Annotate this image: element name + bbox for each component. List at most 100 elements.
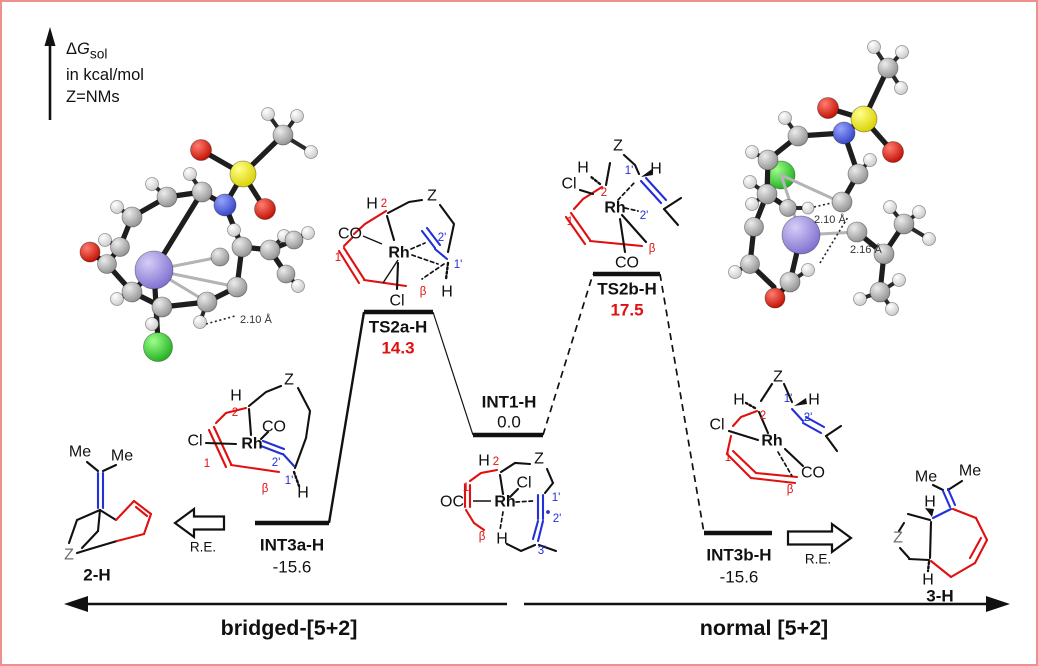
- h-label: H: [366, 196, 378, 213]
- rh-label: Rh: [761, 433, 782, 450]
- chlorine-atom: [143, 332, 173, 362]
- locant-1p: 1': [285, 475, 294, 487]
- structure-product-2H: Me Me Z 2-H: [64, 444, 153, 585]
- locant-beta: β: [787, 484, 794, 496]
- locant-2p: 2': [804, 412, 813, 424]
- locant-2p: 2': [640, 210, 649, 222]
- nitrogen-atom: [832, 121, 856, 145]
- locant-3p: 3': [538, 545, 547, 557]
- co-label: CO: [801, 465, 825, 482]
- int3b-name: INT3b-H: [706, 546, 771, 565]
- locant-1p: 1': [454, 259, 463, 271]
- wedge-bond: [641, 169, 653, 177]
- int3b-value: -15.6: [720, 568, 759, 587]
- int1-name: INT1-H: [482, 393, 537, 412]
- locant-2: 2: [232, 407, 238, 419]
- cl-label: Cl: [187, 433, 202, 450]
- energy-levels: [255, 271, 772, 536]
- locant-beta: β: [262, 483, 269, 495]
- locant-1: 1: [204, 458, 210, 470]
- oxygen-atom: [190, 139, 212, 161]
- int3a-value: -15.6: [273, 558, 312, 577]
- connector-int1-ts2b: [542, 273, 594, 436]
- bridged-pathway-label: bridged-[5+2]: [221, 616, 358, 640]
- co-label: CO: [338, 226, 362, 243]
- ts2b-name: TS2b-H: [597, 280, 657, 299]
- locant-2p: 2': [553, 513, 562, 525]
- cl-label: Cl: [516, 475, 531, 492]
- locant-1: 1: [567, 216, 573, 228]
- right-arrowhead: [986, 596, 1010, 612]
- h-label: H: [478, 453, 490, 470]
- me-label: Me: [959, 463, 981, 480]
- model3d-left: 2.10 Å: [79, 107, 318, 362]
- oc-label: OC: [440, 494, 464, 511]
- h-label: H: [924, 494, 936, 511]
- z-label: Z: [534, 451, 544, 468]
- structure-ts2b-complex: Z H Cl 2 1' H Rh 2' 1 β CO: [561, 138, 683, 272]
- locant-1p: 1': [784, 393, 793, 405]
- rh-label: Rh: [604, 200, 625, 217]
- locant-1p: 1': [625, 165, 634, 177]
- oxygen-atom: [764, 287, 786, 309]
- re-left-label: R.E.: [190, 540, 216, 555]
- re-right-label: R.E.: [805, 552, 831, 567]
- sulfur-atom: [850, 105, 878, 133]
- ts2b-value: 17.5: [610, 301, 643, 320]
- cl-label: Cl: [561, 176, 576, 193]
- axis-line-dg: ΔGsol: [66, 40, 108, 62]
- h-label: H: [496, 531, 508, 548]
- cl-label: Cl: [389, 293, 404, 310]
- locant-2p: 2': [438, 232, 447, 244]
- int3a-name: INT3a-H: [260, 536, 324, 555]
- sulfur-atom: [229, 160, 257, 188]
- re-arrow-right: R.E.: [786, 521, 853, 567]
- locant-1: 1: [725, 452, 731, 464]
- product-3h-label: 3-H: [926, 587, 953, 606]
- locant-1: 1: [335, 252, 341, 264]
- h-label: H: [922, 572, 934, 589]
- z-label: Z: [427, 188, 437, 205]
- z-label: Z: [613, 138, 623, 155]
- axis-line-z: Z=NMs: [66, 88, 120, 107]
- h-label: H: [733, 392, 745, 409]
- z-label: Z: [284, 372, 294, 389]
- structure-int1-complex: H 2 Z Cl OC Rh 1 1' 2' β H 3': [440, 451, 561, 558]
- me-label: Me: [111, 448, 133, 465]
- rh-label: Rh: [388, 245, 409, 262]
- h-label: H: [230, 388, 242, 405]
- co-label: CO: [615, 255, 639, 272]
- oxygen-atom: [254, 198, 276, 220]
- locant-2: 2: [493, 456, 499, 468]
- z-label: Z: [64, 547, 74, 564]
- me-label: Me: [69, 444, 91, 461]
- connector-ts2a-int1: [432, 311, 474, 436]
- ts2a-value: 14.3: [381, 339, 414, 358]
- structure-int3b-complex: Z H 1' H Cl 2 Rh 2' CO 1 β: [709, 369, 843, 496]
- level-labels: TS2a-H 14.3 INT1-H 0.0 TS2b-H 17.5 INT3a…: [260, 280, 772, 587]
- locant-1p: 1': [552, 492, 561, 504]
- ts2a-name: TS2a-H: [369, 318, 428, 337]
- structure-int3a-complex: H 2 Z CO Cl Rh 2' 1' β H 1: [187, 372, 312, 502]
- oxygen-atom: [882, 141, 904, 163]
- oxygen-atom: [79, 241, 101, 263]
- axis-caption: ΔGsol in kcal/mol Z=NMs: [66, 38, 144, 108]
- wedge-bond: [925, 508, 934, 517]
- locant-beta: β: [479, 531, 486, 543]
- locant-beta: β: [649, 243, 656, 255]
- distance-label: 2.10 Å: [814, 213, 846, 226]
- oxygen-atom: [817, 97, 839, 119]
- structure-ts2a-complex: H 2 Z CO Rh Cl 1 2' 1' β H: [335, 188, 463, 310]
- locant-beta: β: [420, 286, 427, 298]
- rh-label: Rh: [241, 436, 262, 453]
- z-label: Z: [773, 369, 783, 386]
- distance-label: 2.16 Å: [850, 243, 882, 256]
- me-label: Me: [915, 469, 937, 486]
- product-2h-label: 2-H: [83, 566, 110, 585]
- h-label: H: [808, 392, 820, 409]
- locant-1: 1: [463, 482, 469, 494]
- model3d-right: 2.10 Å 2.16 Å: [728, 40, 936, 316]
- normal-pathway-label: normal [5+2]: [700, 616, 828, 640]
- int1-value: 0.0: [497, 413, 521, 432]
